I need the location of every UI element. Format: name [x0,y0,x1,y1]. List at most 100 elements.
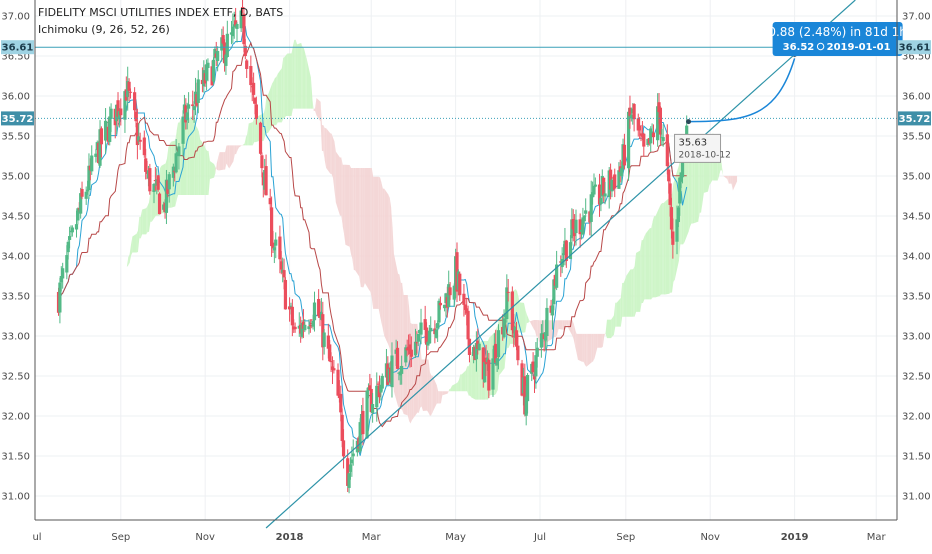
candle-body[interactable] [177,146,180,156]
candle-body[interactable] [168,174,171,189]
candle-body[interactable] [652,133,655,137]
candle-body[interactable] [61,268,64,278]
candle-body[interactable] [264,166,267,195]
candle-body[interactable] [332,368,335,370]
candle-body[interactable] [282,270,285,277]
candle-body[interactable] [671,231,674,244]
candle-body[interactable] [148,168,151,191]
candle-body[interactable] [80,189,83,197]
candle-body[interactable] [274,240,277,246]
cloud-segment-bearish [601,334,602,348]
candle-body[interactable] [109,109,112,119]
candle-body[interactable] [284,280,287,309]
candle-body[interactable] [313,303,316,321]
cloud-segment-bullish [210,161,214,179]
candle-body[interactable] [226,34,229,57]
candle-body[interactable] [594,185,597,187]
cloud-segment-bearish [582,334,583,362]
candle-body[interactable] [119,109,122,116]
candle-body[interactable] [642,134,645,147]
candle-body[interactable] [545,308,548,336]
candle-body[interactable] [603,193,606,196]
candle-body[interactable] [613,174,616,188]
cloud-segment-bullish [272,81,273,126]
candle-body[interactable] [361,411,364,434]
candle-body[interactable] [400,366,403,374]
candle-body[interactable] [507,292,510,293]
candle-body[interactable] [75,224,78,229]
projection-start-point[interactable] [686,119,691,124]
candle-body[interactable] [448,287,451,295]
cloud-segment-bearish [440,391,441,403]
candle-body[interactable] [458,274,461,295]
cloud-segment-bullish [624,280,625,317]
candle-body[interactable] [206,63,209,68]
candle-body[interactable] [462,294,465,305]
candle-body[interactable] [71,228,74,233]
candle-body[interactable] [410,350,413,357]
anchor-tooltip-price: 35.63 [679,137,708,148]
candle-body[interactable] [323,332,326,346]
candle-body[interactable] [623,145,626,166]
y-tick-label-left: 33.50 [1,292,30,303]
candle-body[interactable] [574,220,577,233]
candle-body[interactable] [516,346,519,361]
cloud-segment-bearish [361,168,362,287]
candle-body[interactable] [497,330,500,357]
candle-body[interactable] [429,328,432,331]
candle-body[interactable] [197,79,200,103]
candle-body[interactable] [396,348,399,369]
candle-body[interactable] [487,360,490,391]
candle-body[interactable] [90,156,93,172]
cloud-segment-bullish [278,68,282,122]
candle-body[interactable] [235,24,238,29]
y-tick-label-left: 35.50 [1,132,30,143]
candle-body[interactable] [352,454,355,457]
candle-body[interactable] [187,104,190,108]
candle-body[interactable] [139,140,142,142]
candle-body[interactable] [536,348,539,357]
candle-body[interactable] [439,303,442,305]
cloud-segment-bullish [197,128,198,195]
y-tick-label-right: 31.50 [902,452,931,463]
cloud-segment-bullish [137,231,138,253]
y-tick-label-left: 33.00 [1,332,30,343]
price-tag-text-left: 36.61 [2,43,34,54]
candle-body[interactable] [491,358,494,389]
candle-body[interactable] [294,327,297,329]
candle-body[interactable] [158,194,161,215]
candle-body[interactable] [212,60,215,82]
candle-body[interactable] [216,51,219,61]
candle-body[interactable] [526,375,529,401]
candle-body[interactable] [478,344,481,351]
candle-body[interactable] [259,123,262,154]
cloud-segment-bearish [438,391,439,403]
candle-body[interactable] [633,104,636,119]
candle-body[interactable] [175,153,178,172]
candle-body[interactable] [419,323,422,335]
cloud-segment-bearish [226,145,227,166]
candle-body[interactable] [157,175,160,189]
cloud-segment-bearish [363,168,364,287]
candle-body[interactable] [245,60,248,69]
candle-body[interactable] [371,404,374,413]
y-tick-label-left: 32.00 [1,412,30,423]
candle-body[interactable] [390,355,393,387]
candle-body[interactable] [584,210,587,213]
candle-body[interactable] [666,134,669,166]
candle-body[interactable] [381,376,384,389]
candle-body[interactable] [129,92,132,93]
cloud-segment-bullish [294,40,295,109]
candle-body[interactable] [100,128,103,144]
candle-body[interactable] [342,440,345,456]
cloud-segment-bearish [556,320,557,337]
candle-body[interactable] [662,137,665,141]
candle-body[interactable] [260,155,263,168]
candle-body[interactable] [466,311,469,339]
cloud-segment-bullish [188,118,189,195]
cloud-segment-bullish [642,240,643,303]
candle-body[interactable] [303,325,306,330]
candle-body[interactable] [252,83,255,95]
candle-body[interactable] [255,104,258,119]
